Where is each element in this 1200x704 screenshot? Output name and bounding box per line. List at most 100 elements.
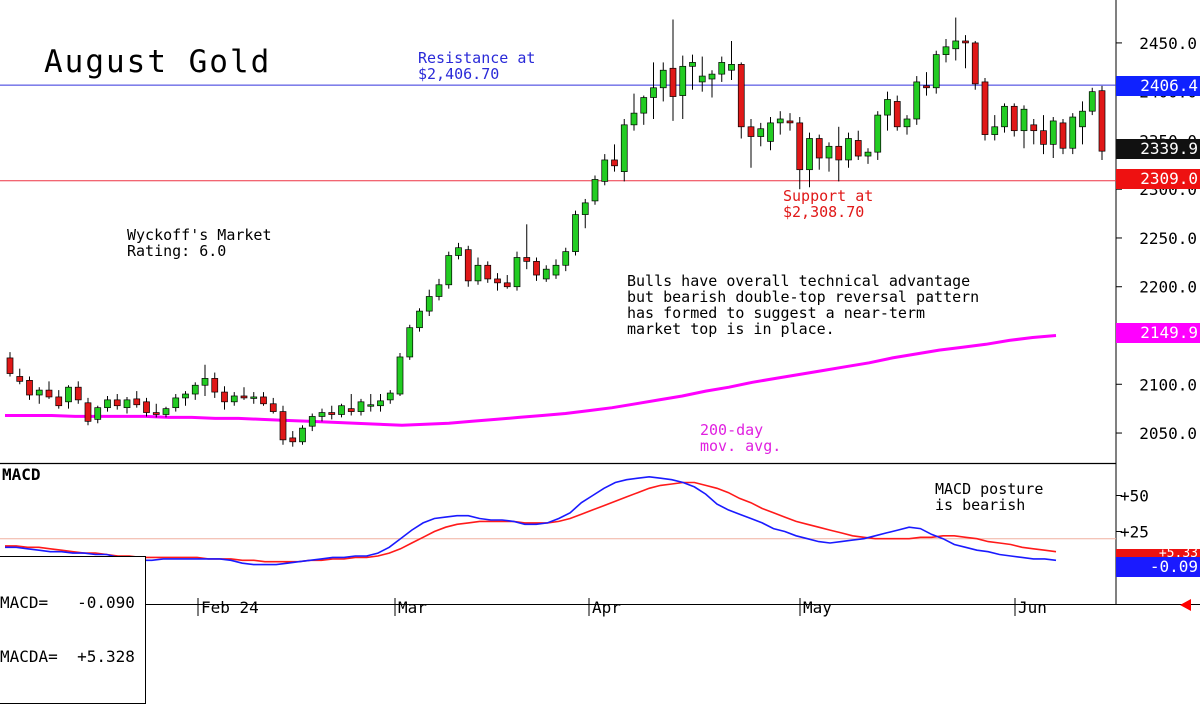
candle-body xyxy=(884,99,891,116)
macda-tag: +5.33 xyxy=(1116,549,1200,559)
macd-series-macd xyxy=(5,475,1057,566)
x-tick-label: Jun xyxy=(1018,598,1047,617)
x-tick-label: Mar xyxy=(398,598,427,617)
candle-body xyxy=(445,255,453,286)
candle-body xyxy=(991,126,999,135)
candle-body xyxy=(718,62,726,75)
candle-body xyxy=(191,384,199,395)
candle-body xyxy=(572,214,579,252)
candle-body xyxy=(84,402,92,422)
candle-body xyxy=(133,398,141,406)
macda-readout-label: MACDA= xyxy=(0,647,58,666)
candle-body xyxy=(318,412,326,417)
candle-body xyxy=(494,278,501,284)
price-tag-ma: 2149.9 xyxy=(1116,323,1200,343)
macda-readout-value: +5.328 xyxy=(77,647,135,666)
ma-line xyxy=(5,334,1057,427)
candle-body xyxy=(484,264,492,280)
macd-y-tick-label: +25 xyxy=(1120,523,1149,542)
candle-body xyxy=(201,378,209,386)
resistance-annotation: Resistance at $2,406.70 xyxy=(418,49,536,83)
candle-body xyxy=(386,392,394,401)
candle-body xyxy=(1001,105,1008,128)
candle-body xyxy=(757,128,765,137)
candle-body xyxy=(113,399,121,407)
candle-body xyxy=(367,404,375,407)
candle-body xyxy=(347,408,355,412)
candle-body xyxy=(913,81,921,120)
candle-body xyxy=(1020,108,1028,132)
candle-body xyxy=(728,64,735,71)
candle-body xyxy=(854,140,862,157)
support-annotation: Support at $2,308.70 xyxy=(783,187,874,221)
candle-body xyxy=(503,282,511,288)
candle-body xyxy=(971,42,979,85)
macd-tag: -0.09 xyxy=(1116,557,1200,577)
candle-body xyxy=(357,401,365,412)
candle-body xyxy=(903,118,911,128)
rating-annotation: Wyckoff's Market Rating: 6.0 xyxy=(127,226,272,260)
x-tick-label: Feb 24 xyxy=(201,598,259,617)
candle-body xyxy=(747,126,755,137)
candle-body xyxy=(289,437,297,443)
candle-body xyxy=(6,357,14,374)
candle-body xyxy=(435,284,443,297)
candle-body xyxy=(698,75,706,83)
candle-body xyxy=(942,46,950,55)
candle-body xyxy=(1030,124,1038,132)
candle-body xyxy=(874,114,882,153)
candle-body xyxy=(815,138,823,159)
candle-body xyxy=(260,396,267,405)
candle-body xyxy=(123,399,131,409)
candle-body xyxy=(1049,120,1057,145)
macd-readout-label: MACD= xyxy=(0,593,49,612)
x-tick-label: Apr xyxy=(592,598,621,617)
candle-body xyxy=(474,264,482,282)
candle-body xyxy=(932,54,940,89)
candle-body xyxy=(533,261,540,276)
candle-body xyxy=(737,64,745,128)
candle-body xyxy=(640,97,648,114)
chart-title: August Gold xyxy=(44,44,272,80)
candle-body xyxy=(55,396,63,407)
ma-annotation: 200-day mov. avg. xyxy=(700,421,782,455)
candle-body xyxy=(591,179,599,202)
candle-body xyxy=(630,112,638,126)
candle-body xyxy=(1069,116,1077,149)
candle-body xyxy=(845,138,852,161)
candle-body xyxy=(16,376,24,382)
candle-body xyxy=(659,69,667,89)
scroll-arrow-icon[interactable] xyxy=(1180,599,1191,611)
candle-body xyxy=(1010,105,1018,132)
candle-body xyxy=(299,427,306,443)
candle-body xyxy=(230,395,238,403)
candle-body xyxy=(776,118,784,124)
candle-body xyxy=(172,397,180,409)
candle-body xyxy=(669,67,677,97)
candle-body xyxy=(338,405,345,415)
candle-body xyxy=(679,65,687,96)
y-tick-label: 2200.0 xyxy=(1139,278,1197,297)
candle-body xyxy=(581,202,589,215)
candle-body xyxy=(864,151,872,157)
candle-body xyxy=(269,403,277,412)
macd-readout: MACD= -0.090 MACDA= +5.328 xyxy=(0,556,146,704)
candle-body xyxy=(786,120,794,124)
candle-body xyxy=(923,85,930,89)
macd-y-tick-label: +50 xyxy=(1120,487,1149,506)
macd-readout-value: -0.090 xyxy=(77,593,135,612)
macd-series-macda xyxy=(5,481,1057,563)
candle-body xyxy=(94,407,102,420)
x-tick-label: May xyxy=(803,598,832,617)
candle-body xyxy=(221,391,228,403)
candle-body xyxy=(796,122,804,171)
candle-body xyxy=(26,380,33,396)
candle-body xyxy=(143,401,150,413)
candle-body xyxy=(523,257,531,262)
candle-body xyxy=(152,412,160,415)
candle-body xyxy=(45,389,53,398)
candle-body xyxy=(962,40,969,44)
y-tick-label: 2050.0 xyxy=(1139,424,1197,443)
candle-body xyxy=(601,159,609,182)
candle-body xyxy=(65,386,72,403)
